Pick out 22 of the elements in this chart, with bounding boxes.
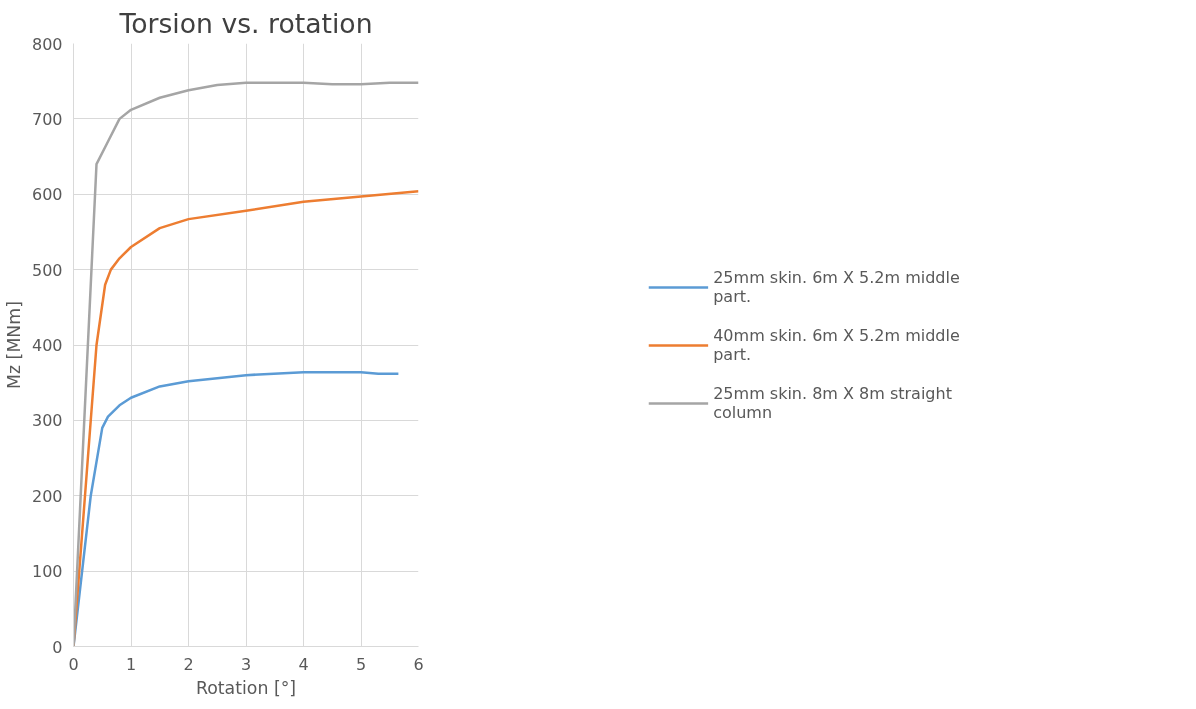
legend-label: 40mm skin. 6m X 5.2m middle part. [713, 324, 960, 365]
chart-title: Torsion vs. rotation [118, 7, 373, 39]
x-axis-title: Rotation [°] [195, 677, 297, 698]
y-tick-label: 100 [31, 562, 63, 582]
y-tick-label: 700 [31, 109, 63, 129]
x-tick-label: 3 [240, 654, 252, 674]
x-tick-label: 2 [183, 654, 194, 674]
legend-label: 25mm skin. 8m X 8m straight column [713, 382, 952, 423]
y-tick-label: 0 [52, 637, 63, 657]
y-tick-label: 600 [31, 185, 63, 205]
x-tick-label: 4 [298, 654, 309, 674]
y-tick-label: 200 [31, 486, 63, 506]
legend-label: 25mm skin. 6m X 5.2m middle part. [713, 266, 960, 307]
y-tick-label: 800 [31, 34, 63, 54]
y-tick-label: 400 [31, 336, 63, 355]
x-tick-label: 6 [413, 654, 424, 674]
x-tick-label: 1 [125, 654, 137, 674]
x-tick-label: 0 [68, 654, 79, 674]
y-axis-title: Mz [MNm] [3, 301, 24, 389]
y-tick-label: 500 [31, 260, 63, 280]
y-tick-label: 300 [31, 411, 63, 431]
x-tick-label: 5 [355, 654, 367, 674]
